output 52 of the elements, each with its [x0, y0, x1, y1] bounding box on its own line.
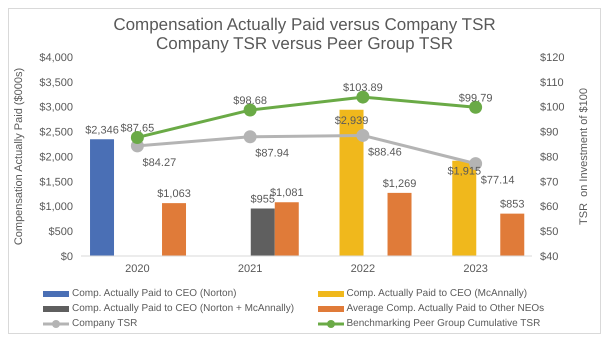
data-label: $853: [500, 198, 525, 211]
x-tick-label: 2020: [125, 262, 150, 275]
y-axis-title: Compensation Actually Paid ($000s): [12, 68, 25, 246]
bar: [162, 203, 186, 256]
y2-tick-label: $100: [540, 102, 564, 114]
y-tick-label: $2,500: [39, 126, 73, 139]
bar: [500, 214, 524, 256]
data-label: $103.89: [342, 82, 383, 94]
data-label: $87.65: [120, 122, 154, 134]
y-tick-label: $4,000: [39, 52, 73, 64]
x-tick-label: 2021: [238, 262, 262, 275]
legend-label: Company TSR: [72, 318, 138, 329]
y-tick-label: $0: [60, 250, 73, 263]
y2-axis-title: TSR on Investment of $100: [578, 88, 590, 225]
y-tick-label: $3,000: [39, 102, 73, 114]
legend-label: Average Comp. Actually Paid to Other NEOs: [346, 303, 544, 314]
legend-label: Benchmarking Peer Group Cumulative TSR: [346, 318, 540, 329]
legend-label: Comp. Actually Paid to CEO (McAnnally): [346, 288, 528, 299]
data-label: $84.27: [142, 156, 176, 169]
data-label: $87.94: [255, 148, 289, 160]
y2-tick-label: $110: [540, 76, 564, 89]
y-tick-label: $3,500: [39, 76, 73, 89]
y2-tick-label: $90: [540, 126, 558, 139]
legend-label: Comp. Actually Paid to CEO (Norton + McAnnally): [72, 303, 294, 314]
data-label: $99.79: [458, 92, 492, 104]
y2-tick-label: $120: [540, 52, 564, 64]
y2-tick-label: $60: [540, 201, 558, 214]
y-tick-label: $2,000: [39, 151, 73, 164]
data-label: $88.46: [368, 146, 402, 158]
y2-tick-label: $50: [540, 226, 558, 238]
x-tick-label: 2023: [463, 262, 488, 275]
data-label: $77.14: [480, 174, 514, 187]
bar: [250, 208, 275, 256]
y-tick-label: $1,000: [39, 201, 73, 214]
data-label: $1,269: [382, 178, 416, 190]
x-tick-label: 2022: [350, 262, 376, 275]
y-tick-label: $500: [48, 226, 73, 238]
data-label: $1,063: [157, 188, 191, 200]
y2-tick-label: $40: [540, 250, 558, 263]
y2-tick-label: $70: [540, 176, 558, 188]
chart-subtitle: Company TSR versus Peer Group TSR: [155, 34, 454, 53]
point: [244, 130, 257, 144]
point: [356, 128, 370, 142]
data-label: $2,346: [85, 124, 119, 136]
bar: [274, 202, 299, 256]
y-tick-label: $1,500: [39, 176, 73, 188]
bar: [90, 139, 114, 256]
chart-title: Compensation Actually Paid versus Company TSR: [112, 15, 497, 34]
data-label: $98.68: [233, 95, 267, 108]
legend-label: Comp. Actually Paid to CEO (Norton): [72, 288, 237, 299]
bar: [388, 192, 412, 256]
y2-tick-label: $80: [540, 151, 558, 164]
